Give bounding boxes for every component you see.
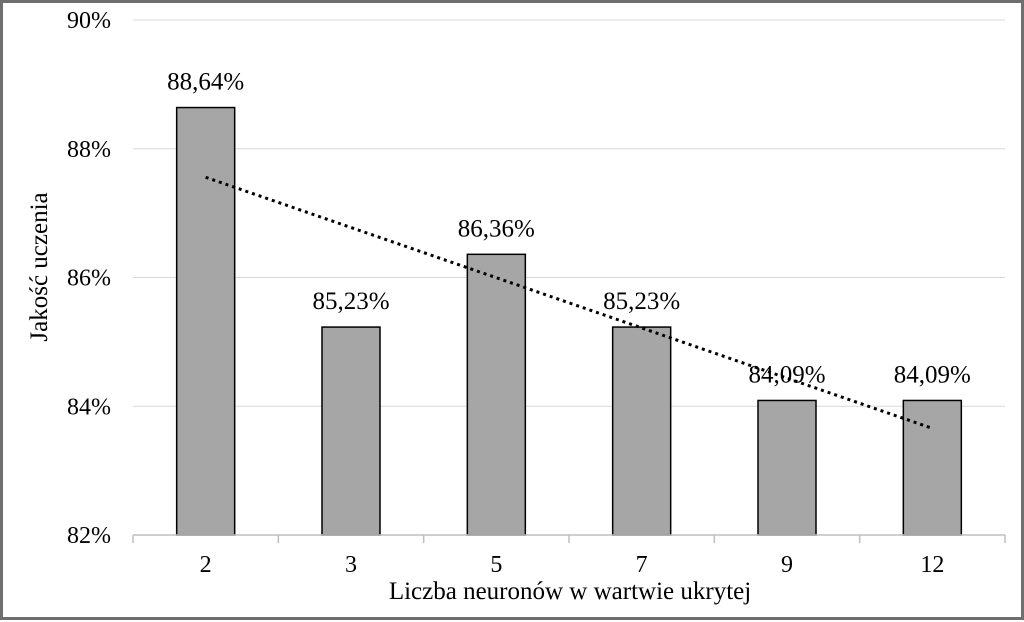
bar — [466, 253, 527, 536]
y-tick-label: 82% — [67, 523, 111, 549]
bar-chart: 82% 84% 86% 88% 90% 2 3 5 7 9 12 88,64% 85,23% 86,3… — [26, 8, 1006, 605]
y-tick-label: 86% — [67, 266, 111, 292]
data-label: 85,23% — [603, 288, 680, 315]
bar — [757, 399, 817, 536]
x-tick-label: 5 — [490, 552, 502, 578]
trendline-line — [205, 175, 933, 430]
data-label: 86,36% — [458, 215, 535, 242]
y-tick-label: 90% — [67, 8, 111, 34]
bars — [175, 106, 963, 536]
x-tick-label: 9 — [781, 552, 793, 578]
trendline — [205, 175, 933, 430]
x-tick-labels: 2 3 5 7 9 12 — [200, 552, 945, 578]
x-tick-label: 7 — [636, 552, 648, 578]
x-tick-label: 3 — [345, 552, 357, 578]
bar — [321, 326, 381, 536]
y-tick-label: 84% — [67, 394, 111, 420]
bar — [175, 106, 236, 536]
x-axis-title: Liczba neuronów w wartwie ukrytej — [389, 578, 751, 605]
bar — [611, 326, 672, 536]
bar — [902, 399, 963, 536]
gridlines — [133, 19, 1005, 407]
y-tick-labels: 82% 84% 86% 88% 90% — [67, 8, 111, 549]
axes — [132, 534, 1006, 543]
x-tick-label: 2 — [200, 552, 212, 578]
y-tick-label: 88% — [67, 137, 111, 163]
data-label: 84,09% — [748, 361, 825, 388]
data-label: 84,09% — [894, 361, 971, 388]
y-axis-title: Jakość uczenia — [26, 192, 53, 341]
data-label: 88,64% — [167, 69, 244, 96]
x-tick-label: 12 — [920, 552, 944, 578]
data-label: 85,23% — [312, 288, 389, 315]
data-labels: 88,64% 85,23% 86,36% 85,23% 84,09% 84,09% — [167, 69, 971, 389]
